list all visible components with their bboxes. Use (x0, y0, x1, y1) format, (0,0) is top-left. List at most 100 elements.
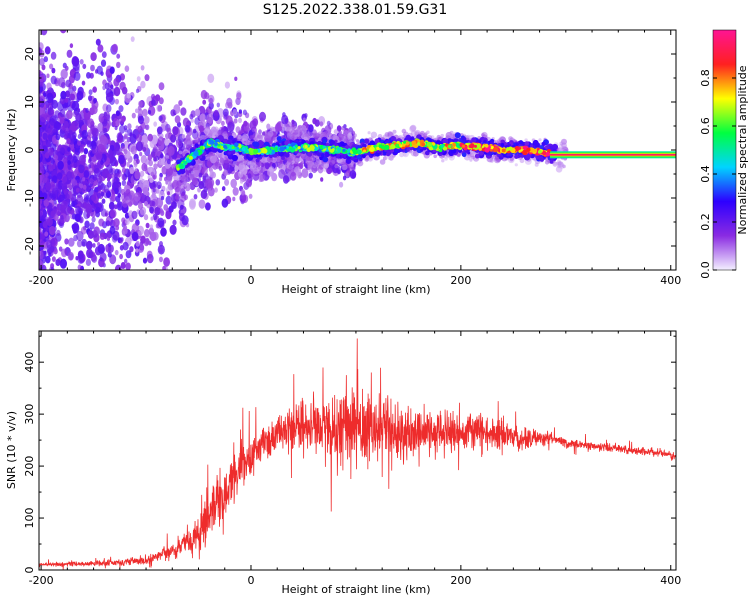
spectrogram-cell (85, 195, 90, 200)
spectrogram-cell (221, 198, 229, 208)
spectrogram-cell (109, 226, 116, 235)
spectrogram-cell (279, 163, 285, 169)
spectrogram-cell (322, 167, 327, 172)
spectrogram-cell (79, 183, 84, 189)
spectrogram-cell (268, 166, 275, 172)
spectrogram-cell (146, 250, 153, 259)
spectrogram-cell (85, 203, 93, 214)
spectrogram-cell (298, 131, 303, 136)
spectrogram-cell (46, 239, 53, 249)
spectrogram-cell (80, 146, 85, 153)
spectrogram-cell (454, 132, 461, 139)
spectrogram-cell (79, 210, 83, 216)
spectrogram-cell (189, 198, 196, 208)
spectrogram-cell (57, 160, 64, 170)
spectrogram-cell (238, 109, 242, 114)
spectrogram-cell (149, 224, 154, 229)
spectrogram-cell (223, 169, 228, 176)
spectrogram-cell (121, 167, 127, 174)
spectrogram-cell (143, 116, 150, 124)
spectrogram-cell (106, 230, 111, 238)
spectrogram-cell (55, 280, 60, 287)
spectrogram-cell (189, 113, 194, 120)
spectrogram-cell (232, 196, 236, 202)
spectrogram-cell (59, 117, 65, 124)
spectrogram-cell (249, 135, 254, 140)
spectrogram-cell (208, 102, 214, 110)
spectrogram-cell (156, 181, 162, 190)
spectrogram-cell (190, 170, 195, 175)
spectrogram-cell (202, 99, 207, 105)
spectrogram-cell (38, 291, 44, 299)
spectrogram-cell (98, 257, 105, 268)
spectrogram-cell (205, 202, 211, 211)
spectrogram-cell (159, 256, 163, 263)
spectrogram-cell (137, 225, 144, 236)
spectrogram-cell (137, 108, 144, 117)
spectrogram-cell (79, 119, 84, 127)
spectrogram-cell (131, 231, 139, 242)
spectrogram-cell (44, 152, 50, 159)
spectrogram-cell (71, 100, 80, 112)
spectrogram-cell (341, 164, 348, 171)
spectrogram-cell (81, 129, 88, 140)
spectrogram-cell (194, 108, 201, 117)
spectrogram-cell (86, 72, 91, 79)
spectrogram-cell (178, 100, 183, 106)
spectrogram-cell (278, 169, 286, 179)
spectrogram-cell (107, 251, 112, 258)
spectrogram-cell (111, 43, 118, 53)
spectrogram-cell (99, 116, 104, 123)
spectrogram-cell (159, 208, 164, 214)
spectrogram-cell (83, 148, 89, 155)
spectrogram-cell (86, 140, 92, 148)
spectrogram-cell (367, 131, 371, 135)
spectrogram-cell (109, 209, 117, 219)
spectrogram-cell (158, 82, 165, 91)
spectrogram-cell (116, 132, 123, 141)
spectrogram-cell (144, 200, 148, 207)
spectrogram-cell (308, 124, 314, 133)
spectrogram-cell (101, 136, 109, 146)
spectrogram-cell (52, 289, 57, 296)
spectrogram-cell (77, 254, 85, 264)
spectrogram-cell (48, 127, 54, 136)
spectrogram-cell (50, 51, 57, 60)
spectrogram-cell (216, 158, 220, 163)
spectrogram-cell (166, 127, 172, 135)
spectrogram-cell (94, 186, 99, 193)
spectrogram-cell (41, 64, 46, 71)
spectrogram-cell (232, 187, 239, 196)
spectrogram-cell (68, 237, 75, 247)
spectrogram-cell (97, 243, 105, 254)
spectrogram-cell (95, 38, 101, 46)
chart-title: S125.2022.338.01.59.G31 (263, 2, 448, 18)
spectrogram-cell (126, 136, 131, 143)
spectrogram-cell (159, 172, 163, 178)
spectrogram-cell (197, 177, 201, 183)
spectrogram-cell (119, 253, 123, 260)
spectrogram-cell (39, 211, 43, 217)
spectrogram-cell (60, 68, 68, 80)
spectrogram-cell (46, 117, 50, 122)
spectrogram-cell (552, 161, 557, 166)
spectrogram-cell (50, 75, 57, 85)
spectrogram-cell (43, 92, 47, 98)
spectrogram-cell (51, 109, 55, 114)
spectrogram-cell (81, 80, 86, 86)
spectrogram-cell (248, 193, 253, 199)
spectrogram-cell (244, 165, 249, 170)
spectrogram-cell (66, 138, 71, 145)
spectrogram-cell (135, 108, 139, 114)
spectrogram-cell (91, 194, 97, 202)
spectrogram-cell (72, 223, 80, 234)
spectrogram-cell (45, 255, 51, 264)
spectrogram-cell (166, 158, 171, 165)
spectrogram-cell (308, 172, 313, 179)
spectrogram-cell (67, 251, 74, 261)
spectrogram-cell (49, 118, 56, 126)
spectrogram-cell (115, 281, 119, 287)
spectrogram-cell (489, 158, 494, 163)
spectrogram-cell (433, 154, 438, 159)
